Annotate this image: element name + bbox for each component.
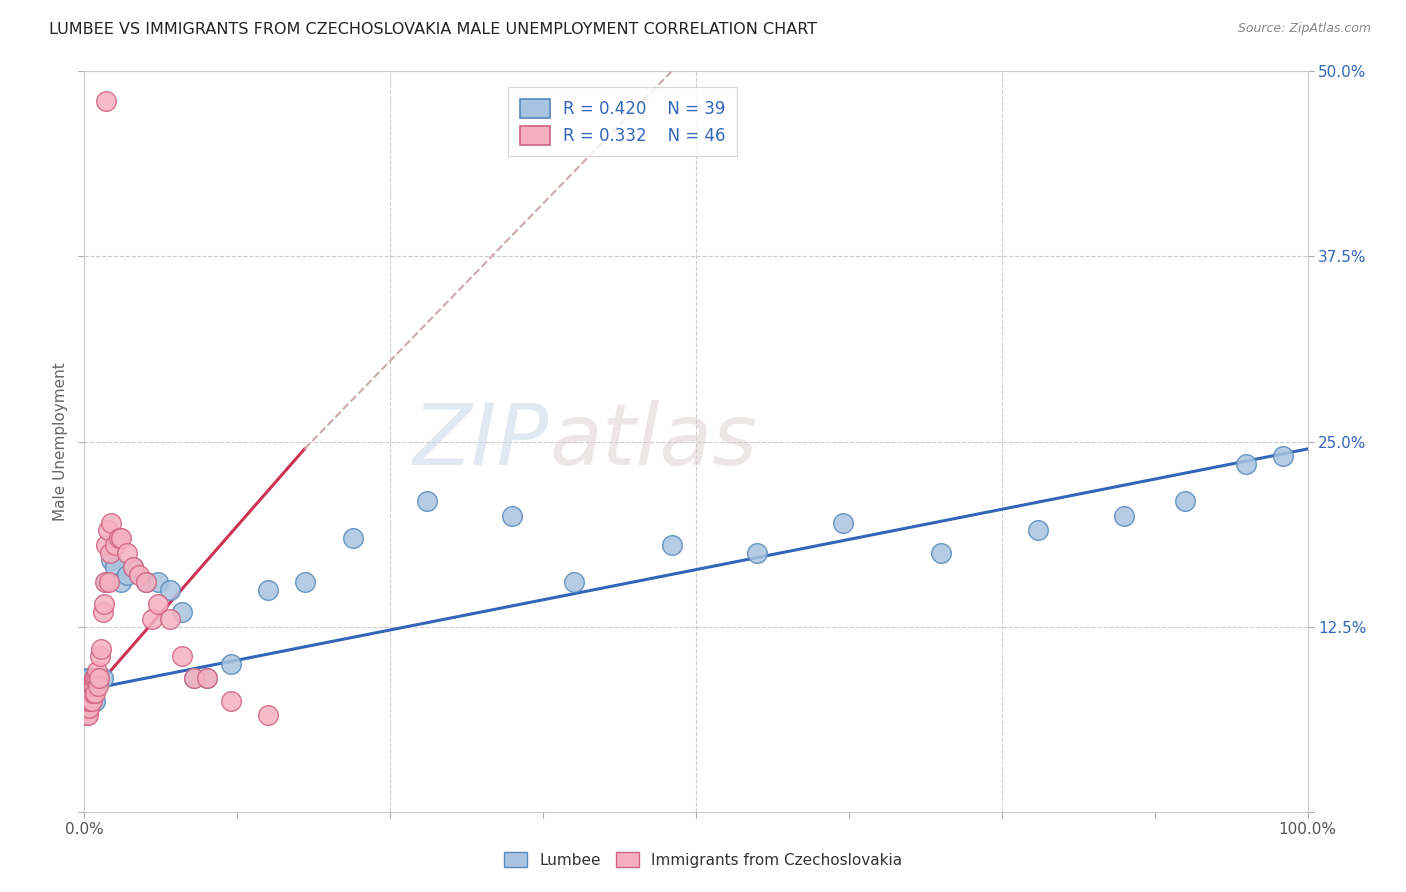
Point xyxy=(104,538,127,552)
Point xyxy=(82,679,104,693)
Point xyxy=(195,672,218,686)
Point xyxy=(96,94,118,108)
Point xyxy=(77,701,100,715)
Point xyxy=(661,538,683,552)
Point xyxy=(115,567,138,582)
Point xyxy=(97,575,120,590)
Point xyxy=(183,672,205,686)
Text: Source: ZipAtlas.com: Source: ZipAtlas.com xyxy=(1237,22,1371,36)
Point xyxy=(159,582,181,597)
Point xyxy=(146,575,169,590)
Point xyxy=(76,672,98,686)
Point xyxy=(96,575,118,590)
Point xyxy=(107,531,129,545)
Point xyxy=(159,612,181,626)
Point xyxy=(146,598,169,612)
Point xyxy=(83,672,105,686)
Point xyxy=(115,546,138,560)
Point xyxy=(86,679,108,693)
Point xyxy=(135,575,157,590)
Point xyxy=(100,516,122,530)
Point xyxy=(94,575,117,590)
Point xyxy=(172,605,194,619)
Text: LUMBEE VS IMMIGRANTS FROM CZECHOSLOVAKIA MALE UNEMPLOYMENT CORRELATION CHART: LUMBEE VS IMMIGRANTS FROM CZECHOSLOVAKIA… xyxy=(49,22,817,37)
Point xyxy=(93,598,115,612)
Point xyxy=(98,546,121,560)
Point xyxy=(82,679,104,693)
Point xyxy=(1272,450,1295,464)
Point xyxy=(91,605,114,619)
Point xyxy=(77,679,100,693)
Point xyxy=(96,538,118,552)
Point xyxy=(77,708,100,723)
Point xyxy=(110,531,132,545)
Point xyxy=(1028,524,1050,538)
Point xyxy=(84,686,107,700)
Point xyxy=(89,649,111,664)
Point xyxy=(219,657,242,671)
Text: ZIP: ZIP xyxy=(413,400,550,483)
Legend: R = 0.420    N = 39, R = 0.332    N = 46: R = 0.420 N = 39, R = 0.332 N = 46 xyxy=(508,87,737,156)
Point xyxy=(86,672,108,686)
Point xyxy=(122,560,145,574)
Point xyxy=(80,694,103,708)
Point xyxy=(135,575,157,590)
Point xyxy=(84,694,107,708)
Point xyxy=(831,516,853,530)
Point xyxy=(416,493,439,508)
Point xyxy=(128,567,150,582)
Point xyxy=(1114,508,1136,523)
Point xyxy=(1174,493,1197,508)
Point xyxy=(195,672,218,686)
Point xyxy=(219,694,242,708)
Point xyxy=(91,672,114,686)
Point xyxy=(80,679,103,693)
Point xyxy=(747,546,769,560)
Point xyxy=(77,694,100,708)
Point xyxy=(87,672,110,686)
Point xyxy=(100,553,122,567)
Point xyxy=(97,524,120,538)
Point xyxy=(342,531,364,545)
Point xyxy=(77,686,100,700)
Point xyxy=(562,575,585,590)
Point xyxy=(80,694,103,708)
Point xyxy=(76,708,98,723)
Point xyxy=(83,679,105,693)
Point xyxy=(82,686,104,700)
Point xyxy=(79,694,101,708)
Point xyxy=(79,686,101,700)
Point xyxy=(84,672,107,686)
Point xyxy=(77,694,100,708)
Point xyxy=(87,672,110,686)
Point xyxy=(87,679,110,693)
Point xyxy=(79,672,101,686)
Legend: Lumbee, Immigrants from Czechoslovakia: Lumbee, Immigrants from Czechoslovakia xyxy=(496,844,910,875)
Point xyxy=(183,672,205,686)
Point xyxy=(294,575,316,590)
Point xyxy=(257,582,280,597)
Point xyxy=(104,560,127,574)
Point xyxy=(929,546,952,560)
Point xyxy=(257,708,280,723)
Point xyxy=(1236,457,1258,471)
Y-axis label: Male Unemployment: Male Unemployment xyxy=(52,362,67,521)
Point xyxy=(141,612,163,626)
Point xyxy=(172,649,194,664)
Point xyxy=(122,560,145,574)
Point xyxy=(86,664,108,678)
Point xyxy=(90,641,112,656)
Point xyxy=(502,508,524,523)
Point xyxy=(76,701,98,715)
Text: atlas: atlas xyxy=(550,400,758,483)
Point xyxy=(110,575,132,590)
Point xyxy=(83,672,105,686)
